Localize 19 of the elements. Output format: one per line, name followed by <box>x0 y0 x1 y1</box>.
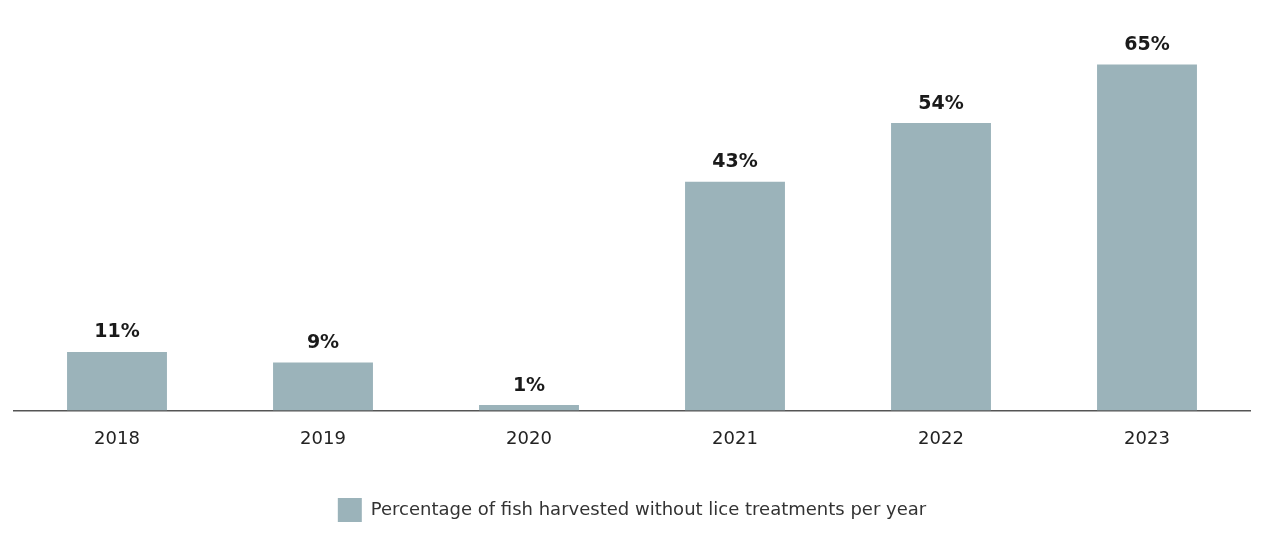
x-tick-label: 2019 <box>300 426 346 448</box>
bar <box>273 362 373 411</box>
data-label: 9% <box>306 329 340 352</box>
x-tick-label: 2018 <box>94 426 140 448</box>
data-label: 43% <box>712 149 758 172</box>
x-tick-label: 2021 <box>712 426 758 448</box>
bar <box>479 405 579 411</box>
bar <box>67 351 167 411</box>
bar <box>685 181 785 411</box>
bar <box>1097 64 1197 411</box>
data-label: 65% <box>1124 32 1170 55</box>
x-tick-label: 2022 <box>918 426 964 448</box>
data-label: 1% <box>512 372 546 395</box>
x-tick-label: 2020 <box>506 426 552 448</box>
bar <box>891 123 991 411</box>
legend-label: Percentage of fish harvested without lice treatments per year <box>370 497 927 519</box>
x-tick-label: 2023 <box>1124 426 1170 448</box>
data-label: 11% <box>94 319 140 342</box>
data-label: 54% <box>918 90 964 113</box>
